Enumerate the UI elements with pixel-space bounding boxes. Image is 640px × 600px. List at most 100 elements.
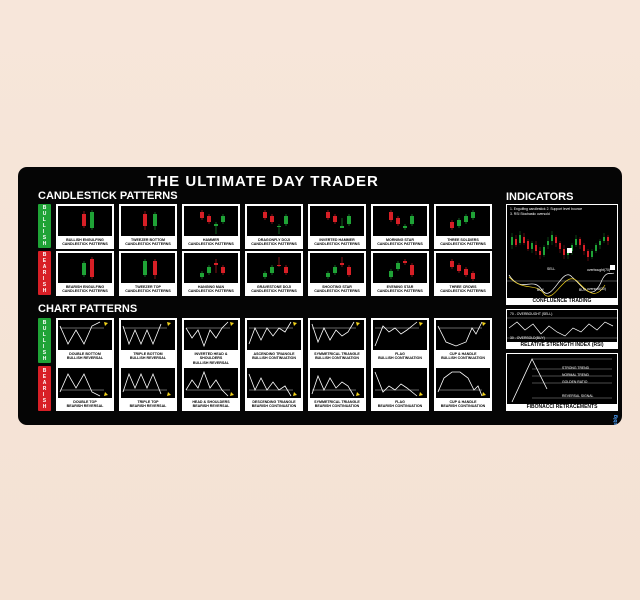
caption-line: SHOULDERS <box>199 356 223 361</box>
chart-bullish-tab: B U L L I S H <box>38 318 51 363</box>
pattern-figure <box>373 320 427 350</box>
pattern-figure <box>247 368 301 398</box>
pattern-graphic <box>82 257 94 279</box>
caption-line: BEARISH CONTINUATION <box>251 404 297 409</box>
chart-bullish-card: FLAG BULLISH CONTINUATION <box>371 318 429 367</box>
chart-bullish-card: DOUBLE BOTTOM BULLISH REVERSAL <box>56 318 114 367</box>
caption-line: CANDLESTICK PATTERNS <box>251 242 297 247</box>
confluence-note-2: 3. RSI Stochastic oversold <box>510 212 550 216</box>
pattern-figure <box>121 368 175 398</box>
pattern-graphic <box>437 321 486 347</box>
pattern-figure <box>247 206 301 236</box>
candle-bullish-card: TWEEZER BOTTOM CANDLESTICK PATTERNS <box>119 204 177 249</box>
pattern-caption: DRAGONFLY DOJI CANDLESTICK PATTERNS <box>246 237 302 248</box>
pattern-figure <box>310 320 364 350</box>
caption-line: INVERTED HEAD & <box>194 352 228 356</box>
caption-line: CANDLESTICK PATTERNS <box>377 242 423 247</box>
caption-line: HAMMER <box>202 238 220 242</box>
caption-line: TRIPLE BOTTOM <box>133 352 163 356</box>
pattern-caption: EVENING STAR CANDLESTICK PATTERNS <box>372 284 428 295</box>
caption-line: SYMMETRICAL TRIANGLE <box>314 352 360 356</box>
pattern-caption: BULLISH ENGULFING CANDLESTICK PATTERNS <box>57 237 113 248</box>
caption-line: BEARISH REVERSAL <box>129 404 167 409</box>
caption-line: BULLISH CONTINUATION <box>252 356 296 361</box>
confluence-note-1: 1. Engulfing candlestick 2. Support leve… <box>510 207 583 211</box>
confluence-chart <box>507 231 617 300</box>
chart-section-title: CHART PATTERNS <box>38 303 138 315</box>
candle-bullish-card: INVERTED HAMMER CANDLESTICK PATTERNS <box>308 204 366 249</box>
oversold-label: oversold(30) <box>587 287 606 291</box>
caption-line: TWEEZER TOP <box>135 285 161 289</box>
chart-bearish-tab: B E A R I S H <box>38 366 51 411</box>
pattern-caption: SHOOTING STAR CANDLESTICK PATTERNS <box>309 284 365 295</box>
caption-line: CANDLESTICK PATTERNS <box>125 242 171 247</box>
pattern-caption: THREE SOLDIERS CANDLESTICK PATTERNS <box>435 237 491 248</box>
caption-line: BULLISH CONTINUATION <box>315 356 359 361</box>
confluence-panel: 1. Engulfing candlestick 2. Support leve… <box>506 204 618 303</box>
pattern-caption: TRIPLE TOP BEARISH REVERSAL <box>120 399 176 410</box>
pattern-caption: INVERTED HAMMER CANDLESTICK PATTERNS <box>309 237 365 248</box>
caption-line: BEARISH REVERSAL <box>66 404 104 409</box>
caption-line: CANDLESTICK PATTERNS <box>440 242 486 247</box>
caption-line: THREE CROWS <box>449 285 477 289</box>
pattern-figure <box>373 206 427 236</box>
pattern-graphic <box>122 322 171 346</box>
pattern-graphic <box>389 210 414 230</box>
pattern-graphic <box>143 259 157 279</box>
pattern-caption: TWEEZER TOP CANDLESTICK PATTERNS <box>120 284 176 295</box>
caption-line: BULLISH REVERSAL <box>66 356 104 361</box>
caption-line: BEARISH CONTINUATION <box>377 404 423 409</box>
caption-line: MORNING STAR <box>386 238 414 242</box>
pattern-figure <box>310 206 364 236</box>
pattern-figure <box>436 253 490 283</box>
caption-line: GRAVESTONE DOJI <box>256 285 292 289</box>
pattern-caption: INVERTED HEAD & SHOULDERS BULLISH REVERSAL <box>183 351 239 366</box>
caption-line: FLAG <box>395 400 405 404</box>
pattern-caption: ASCENDING TRIANGLE BULLISH CONTINUATION <box>246 351 302 362</box>
mat-title: THE ULTIMATE DAY TRADER <box>147 173 379 190</box>
pattern-graphic <box>326 257 351 279</box>
chart-bearish-card: HEAD & SHOULDERS BEARISH REVERSAL <box>182 366 240 411</box>
pattern-figure <box>121 320 175 350</box>
tab-label: B U L L I S H <box>42 319 47 362</box>
pattern-caption: HEAD & SHOULDERS BEARISH REVERSAL <box>183 399 239 410</box>
pattern-graphic <box>200 259 225 279</box>
candle-bullish-card: BULLISH ENGULFING CANDLESTICK PATTERNS <box>56 204 114 249</box>
pattern-graphic <box>389 259 414 279</box>
pattern-caption: DESCENDING TRIANGLE BEARISH CONTINUATION <box>246 399 302 410</box>
chart-bearish-card: DOUBLE TOP BEARISH REVERSAL <box>56 366 114 411</box>
pattern-graphic <box>263 210 288 234</box>
candle-bearish-card: GRAVESTONE DOJI CANDLESTICK PATTERNS <box>245 251 303 296</box>
candle-bullish-row: BULLISH ENGULFING CANDLESTICK PATTERNS TWE… <box>56 204 502 249</box>
pattern-graphic <box>450 210 475 230</box>
caption-line: CANDLESTICK PATTERNS <box>377 289 423 294</box>
chart-bearish-card: TRIPLE TOP BEARISH REVERSAL <box>119 366 177 411</box>
pattern-graphic <box>185 321 234 348</box>
pattern-caption: BEARISH ENGULFING CANDLESTICK PATTERNS <box>57 284 113 295</box>
pattern-graphic <box>326 210 351 228</box>
caption-line: BEARISH CONTINUATION <box>314 404 360 409</box>
caption-line: FLAG <box>395 352 405 356</box>
caption-line: CUP & HANDLE <box>449 352 477 356</box>
chart-bearish-card: CUP & HANDLE BEARISH CONTINUATION <box>434 366 492 411</box>
caption-line: CANDLESTICK PATTERNS <box>188 289 234 294</box>
chart-bullish-row: DOUBLE BOTTOM BULLISH REVERSAL TRIPLE BOTT… <box>56 318 502 367</box>
pattern-figure <box>184 206 238 236</box>
pattern-caption: DOUBLE BOTTOM BULLISH REVERSAL <box>57 351 113 362</box>
pattern-figure <box>121 253 175 283</box>
chart-bullish-card: ASCENDING TRIANGLE BULLISH CONTINUATION <box>245 318 303 367</box>
candle-bearish-card: BEARISH ENGULFING CANDLESTICK PATTERNS <box>56 251 114 296</box>
candle-bearish-card: HANGING MAN CANDLESTICK PATTERNS <box>182 251 240 296</box>
pattern-graphic <box>437 371 486 397</box>
pattern-figure <box>310 253 364 283</box>
caption-line: CANDLESTICK PATTERNS <box>188 242 234 247</box>
pattern-figure <box>436 206 490 236</box>
caption-line: BEARISH CONTINUATION <box>440 404 486 409</box>
pattern-graphic <box>263 257 288 279</box>
fib-level-1: STRONG TREND <box>562 366 590 370</box>
pattern-graphic <box>311 374 360 397</box>
chart-bullish-card: CUP & HANDLE BULLISH CONTINUATION <box>434 318 492 367</box>
caption-line: CANDLESTICK PATTERNS <box>251 289 297 294</box>
caption-line: CANDLESTICK PATTERNS <box>440 289 486 294</box>
pattern-caption: HANGING MAN CANDLESTICK PATTERNS <box>183 284 239 295</box>
